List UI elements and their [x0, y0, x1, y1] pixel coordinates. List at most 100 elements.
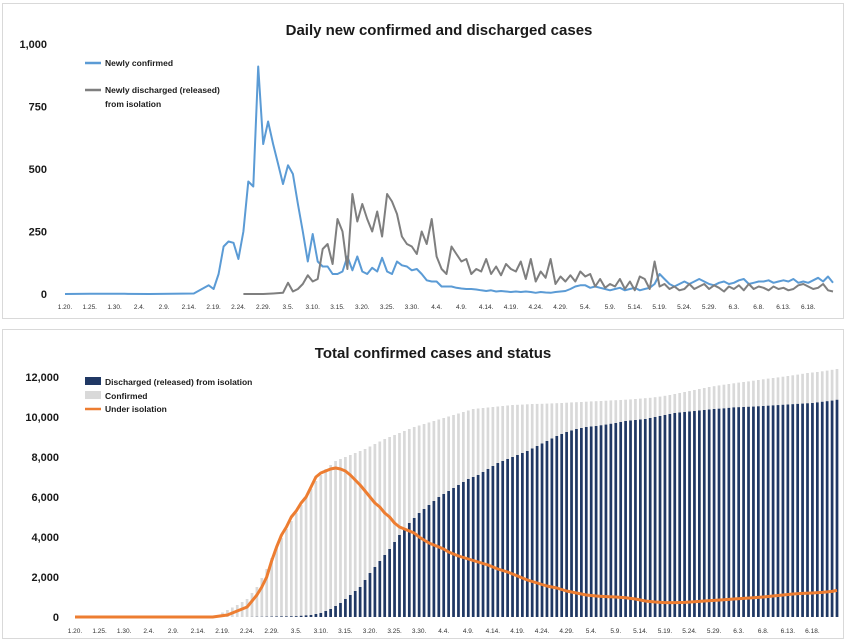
- bar-discharged: [374, 567, 377, 617]
- x-tick-label: 6.3.: [728, 304, 739, 311]
- bar-confirmed: [334, 461, 337, 617]
- chart-title: Daily new confirmed and discharged cases: [286, 22, 593, 39]
- x-tick-label: 2.24.: [240, 628, 255, 635]
- x-tick-label: 4.4.: [438, 628, 449, 635]
- bar-discharged: [600, 425, 603, 617]
- legend-label-newly-confirmed: Newly confirmed: [105, 58, 173, 68]
- x-tick-label: 1.25.: [83, 304, 98, 311]
- x-tick-label: 5.9.: [605, 304, 616, 311]
- chart-title: Total confirmed cases and status: [315, 345, 551, 362]
- bar-discharged: [364, 580, 367, 617]
- bar-discharged: [300, 616, 303, 617]
- y-tick-label: 10,000: [25, 412, 59, 424]
- bar-discharged: [619, 422, 622, 617]
- x-tick-label: 5.14.: [633, 628, 648, 635]
- bar-discharged: [698, 411, 701, 618]
- bar-discharged: [723, 408, 726, 617]
- x-tick-label: 3.20.: [363, 628, 378, 635]
- bar-discharged: [713, 409, 716, 617]
- bar-discharged: [359, 587, 362, 617]
- x-tick-label: 3.10.: [314, 628, 329, 635]
- bar-discharged: [349, 595, 352, 617]
- x-tick-label: 3.30.: [412, 628, 427, 635]
- bar-discharged: [315, 614, 318, 617]
- legend-swatch-discharged: [85, 377, 101, 385]
- bar-confirmed: [310, 489, 313, 617]
- x-tick-label: 1.25.: [92, 628, 107, 635]
- bar-confirmed: [329, 465, 332, 617]
- x-tick-label: 4.14.: [486, 628, 501, 635]
- legend-label-newly-discharged-line1: Newly discharged (released): [105, 85, 220, 95]
- bar-discharged: [378, 561, 381, 617]
- x-tick-label: 4.9.: [463, 628, 474, 635]
- bar-discharged: [536, 446, 539, 617]
- x-tick-label: 2.14.: [182, 304, 197, 311]
- bar-discharged: [408, 523, 411, 617]
- bar-discharged: [673, 413, 676, 617]
- bar-discharged: [526, 451, 529, 617]
- bar-discharged: [487, 469, 490, 617]
- bar-discharged: [457, 485, 460, 617]
- bar-confirmed: [344, 457, 347, 617]
- x-tick-label: 4.19.: [510, 628, 525, 635]
- daily-cases-chart: Daily new confirmed and discharged cases…: [2, 3, 844, 319]
- bar-discharged: [605, 425, 608, 617]
- x-tick-label: 5.19.: [658, 628, 673, 635]
- bar-discharged: [644, 419, 647, 617]
- y-tick-label: 2,000: [31, 572, 59, 584]
- bar-discharged: [354, 591, 357, 617]
- bar-discharged: [742, 407, 745, 617]
- legend-label-under-isolation: Under isolation: [105, 404, 167, 414]
- daily-cases-chart-svg: Daily new confirmed and discharged cases…: [3, 4, 843, 318]
- bar-discharged: [777, 405, 780, 617]
- x-tick-label: 6.8.: [753, 304, 764, 311]
- bar-discharged: [467, 479, 470, 617]
- bar-discharged: [506, 459, 509, 617]
- x-tick-label: 2.9.: [159, 304, 170, 311]
- x-tick-label: 3.5.: [291, 628, 302, 635]
- x-tick-label: 5.9.: [610, 628, 621, 635]
- bar-discharged: [614, 423, 617, 617]
- bar-discharged: [737, 407, 740, 617]
- x-tick-label: 6.8.: [758, 628, 769, 635]
- bar-discharged: [310, 615, 313, 617]
- bar-discharged: [521, 453, 524, 617]
- bar-confirmed: [339, 459, 342, 617]
- bar-discharged: [747, 407, 750, 617]
- y-tick-label: 0: [53, 612, 59, 624]
- bar-confirmed: [290, 521, 293, 617]
- bar-discharged: [816, 402, 819, 617]
- x-tick-label: 1.20.: [68, 628, 83, 635]
- bar-discharged: [423, 509, 426, 617]
- bar-discharged: [398, 535, 401, 617]
- bar-discharged: [649, 418, 652, 617]
- x-tick-label: 2.29.: [264, 628, 279, 635]
- x-tick-label: 3.10.: [306, 304, 321, 311]
- y-tick-label: 750: [29, 102, 47, 114]
- bar-discharged: [629, 421, 632, 618]
- bar-discharged: [610, 424, 613, 617]
- bar-discharged: [403, 529, 406, 617]
- bar-confirmed: [275, 547, 278, 617]
- x-tick-label: 1.20.: [58, 304, 73, 311]
- bar-discharged: [531, 449, 534, 618]
- y-tick-label: 500: [29, 164, 47, 176]
- bar-discharged: [772, 405, 775, 617]
- x-tick-label: 5.19.: [652, 304, 667, 311]
- x-tick-label: 1.30.: [107, 304, 122, 311]
- x-tick-label: 5.24.: [677, 304, 692, 311]
- bar-discharged: [418, 513, 421, 617]
- bar-discharged: [290, 616, 293, 617]
- x-tick-label: 3.5.: [283, 304, 294, 311]
- x-tick-label: 6.18.: [801, 304, 816, 311]
- bar-discharged: [752, 407, 755, 617]
- bar-discharged: [811, 403, 814, 617]
- bar-discharged: [801, 404, 804, 617]
- bar-discharged: [369, 573, 372, 617]
- bar-discharged: [275, 617, 278, 618]
- x-tick-label: 4.19.: [504, 304, 519, 311]
- bar-discharged: [295, 616, 298, 617]
- bar-discharged: [442, 494, 445, 617]
- bar-discharged: [428, 505, 431, 617]
